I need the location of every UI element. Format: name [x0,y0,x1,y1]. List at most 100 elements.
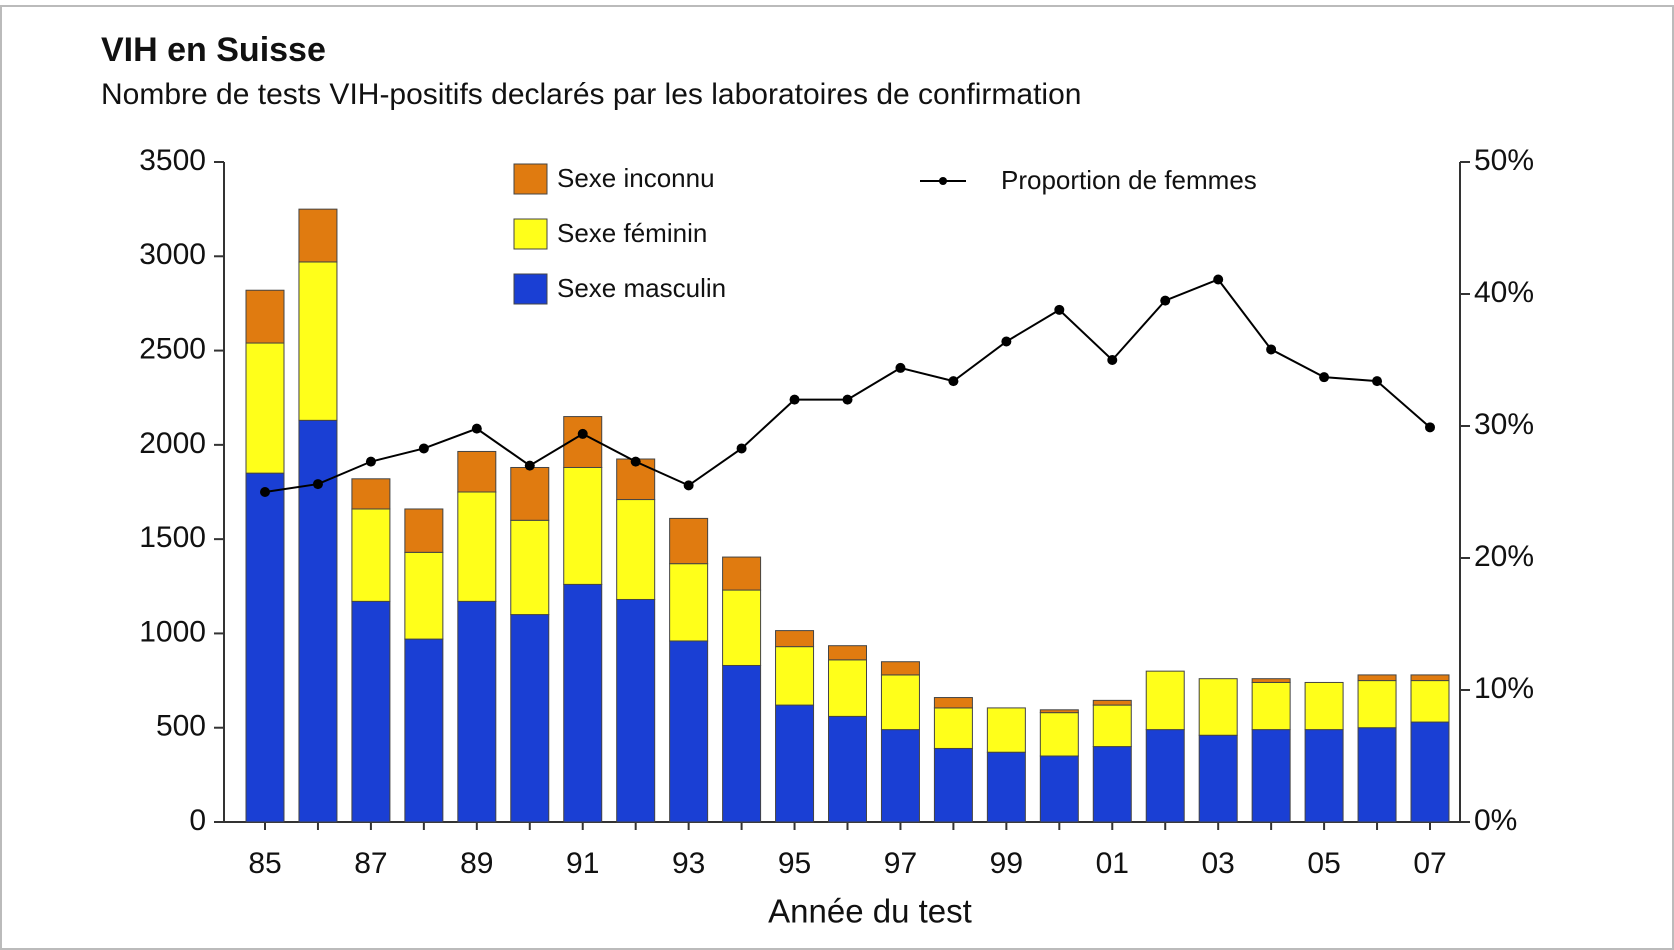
line-point [1160,295,1171,306]
bar-segment [245,342,285,474]
x-tick-label: 99 [990,847,1023,880]
y-tick-label: 3000 [139,238,206,271]
bar-segment [933,747,973,823]
bar-segment [298,208,338,263]
line-point [683,480,694,491]
bar-segment [775,704,815,823]
legend-label: Proportion de femmes [1001,165,1257,195]
y2-tick-label: 0% [1474,804,1517,837]
bar-segment [775,630,815,648]
bar-segment [457,491,497,602]
bar-segment [510,519,550,616]
bar-segment [986,707,1026,753]
line-point [1054,304,1065,315]
line-point [736,443,747,454]
x-tick-label: 91 [566,847,599,880]
bar-segment [510,614,550,823]
bar-segment [880,661,920,676]
line-point [471,423,482,434]
legend-swatch [513,218,548,250]
x-tick-label: 97 [884,847,917,880]
bar-segment [1092,704,1132,748]
line-point [1425,422,1435,433]
y2-tick-label: 30% [1474,408,1534,441]
bar-segment [1145,729,1185,823]
line-point [1107,355,1118,365]
bar-segment [457,600,497,823]
bar-segment [1410,721,1450,823]
y-tick-label: 0 [189,804,206,837]
line-point [1372,376,1383,387]
y-tick-label: 500 [156,710,206,743]
bar-segment [1357,674,1397,682]
bar-segment [404,508,444,553]
bar-segment [245,289,285,344]
bar-segment [1251,729,1291,823]
line-point [418,443,429,454]
bar-segment [1251,681,1291,731]
bar-segment [457,450,497,493]
x-tick-label: 07 [1413,847,1446,880]
bar-segment [563,583,603,823]
legend-swatch [513,163,548,195]
bar-segment [298,261,338,421]
bar-segment [1357,680,1397,729]
x-tick-label: 03 [1201,847,1234,880]
bar-segment [880,729,920,823]
line-point [577,428,588,439]
bar-segment [510,466,550,521]
bar-segment [1304,681,1344,731]
y2-tick-label: 40% [1474,276,1534,309]
x-tick-label: 01 [1096,847,1129,880]
bar-segment [1357,727,1397,823]
bar-segment [775,646,815,706]
line-point [1213,274,1224,285]
bar-segment [933,697,973,709]
line-point [312,479,323,490]
line-point [1319,372,1330,383]
y2-tick-label: 50% [1474,144,1534,177]
x-tick-label: 87 [354,847,387,880]
bar-segment [1039,709,1079,714]
legend-marker [939,177,947,185]
bar-segment [828,645,867,661]
bar-segment [245,472,285,823]
x-tick-label: 93 [672,847,705,880]
line-point [789,394,800,405]
line-point [630,456,641,467]
y2-tick-label: 10% [1474,672,1534,705]
chart-title: VIH en Suisse [101,31,326,69]
line-point [524,460,535,471]
line-point [948,376,959,387]
bar-segment [1410,680,1450,723]
bar-segment [669,517,709,565]
bar-segment [722,589,762,666]
chart-subtitle: Nombre de tests VIH-positifs declarés pa… [101,78,1081,111]
x-tick-label: 89 [460,847,493,880]
y-tick-label: 1000 [139,615,206,648]
x-axis-title: Année du test [768,893,972,930]
bar-segment [616,499,656,600]
bar-segment [1251,678,1291,683]
bar-segment [616,598,656,823]
x-tick-label: 95 [778,847,811,880]
legend-label: Sexe masculin [557,273,726,303]
line-point [895,362,906,373]
legend-swatch [513,273,548,305]
y2-tick-label: 20% [1474,540,1534,573]
bar-segment [986,751,1026,823]
y-tick-label: 3500 [139,144,206,177]
bar-segment [404,551,444,640]
bar-segment [1039,755,1079,823]
bar-segment [880,674,920,731]
line-point [1266,344,1277,355]
bar-segment [1039,712,1079,757]
bar-segment [669,563,709,642]
bar-segment [1304,729,1344,823]
line-point [1001,336,1012,347]
bar-segment [828,659,867,717]
bar-segment [828,715,867,823]
bar-segment [722,556,762,591]
bar-segment [722,664,762,823]
bar-segment [1198,734,1238,823]
